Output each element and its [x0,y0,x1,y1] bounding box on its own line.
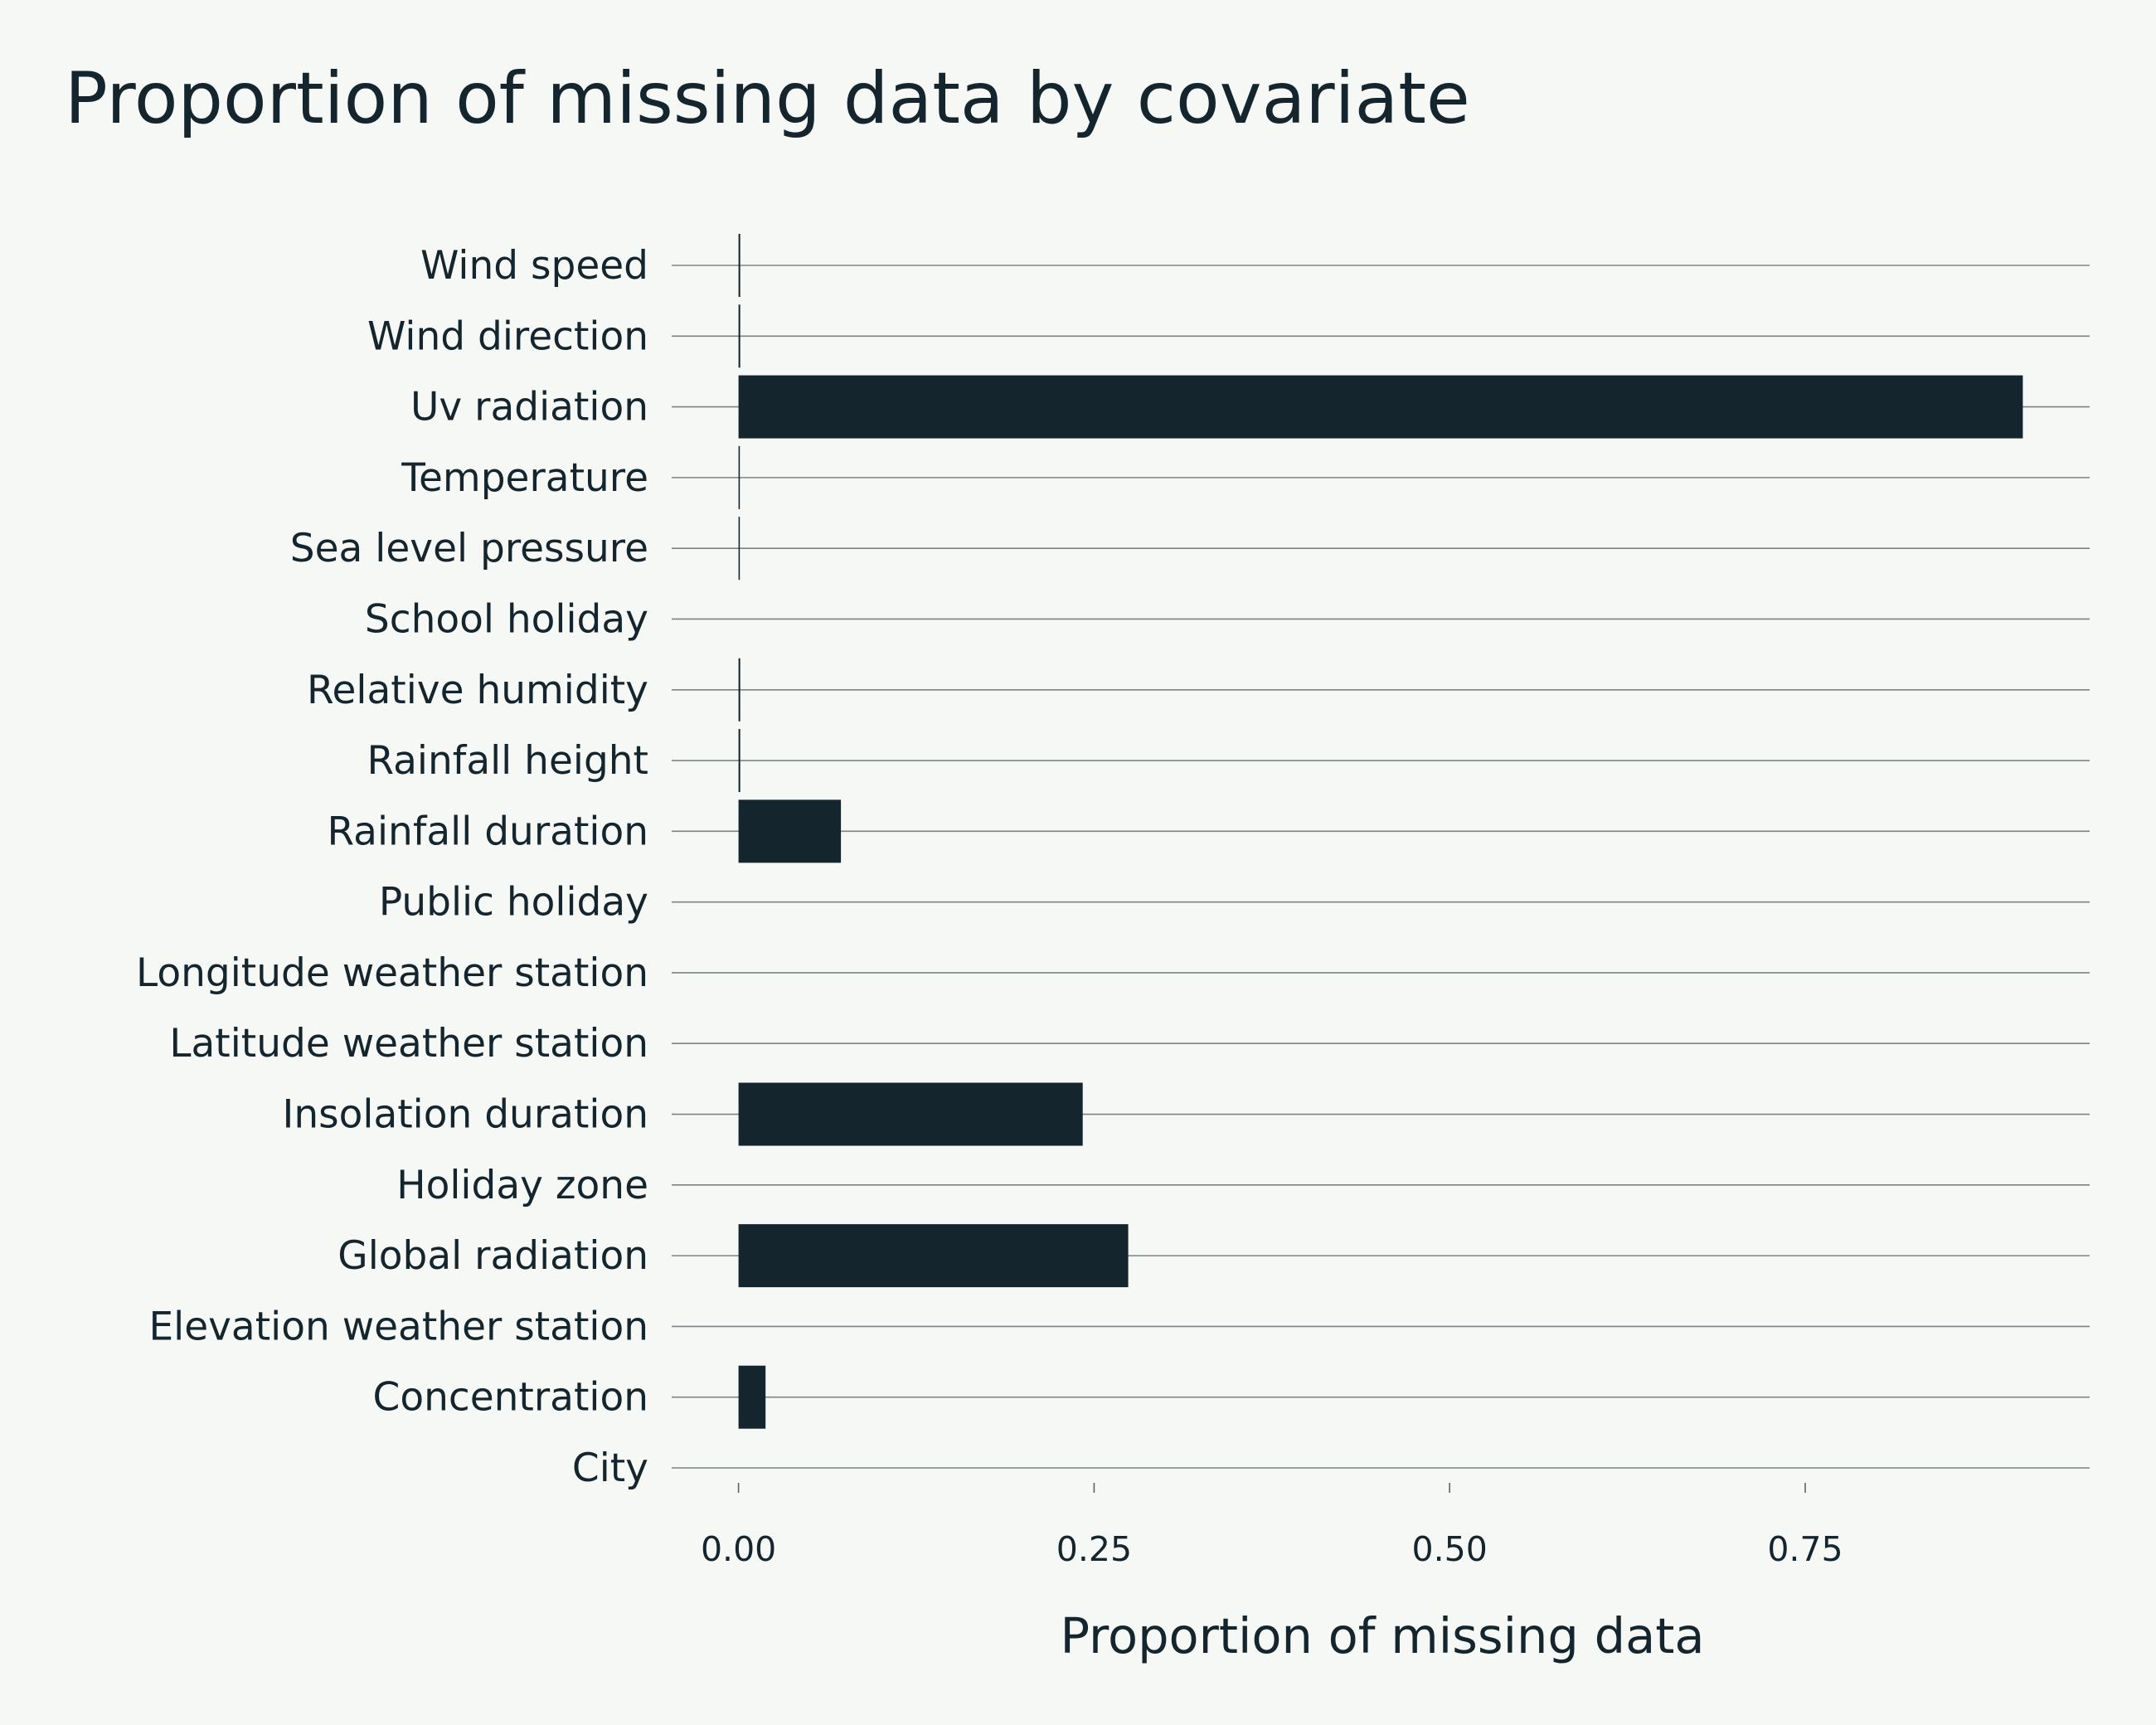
category-label: Concentration [373,1375,649,1421]
category-label: Wind direction [367,313,648,359]
category-label: Elevation weather station [148,1304,648,1349]
x-tick-label: 0.50 [1412,1529,1488,1569]
bar [738,234,741,297]
category-label: Wind speed [420,243,648,289]
category-label: Sea level pressure [290,526,648,571]
bar [738,1082,1083,1146]
category-label: Longitude weather station [136,950,648,996]
bars [738,234,2023,1429]
category-label: Public holiday [379,880,648,926]
bar [738,304,741,368]
category-labels: Wind speed Wind direction Uv radiation Temp… [136,243,648,1491]
x-tick-label: 0.75 [1767,1529,1843,1569]
bar [738,375,2023,439]
bar [738,445,741,509]
x-tick-label: 0.25 [1056,1529,1132,1569]
bar [738,729,741,793]
category-label: Global radiation [337,1233,648,1279]
gridlines [672,265,2090,1469]
category-label: Holiday zone [396,1163,648,1208]
bar [738,1224,1129,1288]
category-label: Latitude weather station [169,1021,648,1067]
category-label: School holiday [365,596,648,642]
category-label: City [572,1446,648,1491]
x-tick-label: 0.00 [701,1529,776,1569]
bar [738,1365,766,1429]
bar [738,799,842,863]
category-label: Insolation duration [283,1092,649,1138]
chart-title: Proportion of missing data by covariate [65,57,1470,140]
category-label: Temperature [401,455,648,501]
bar [738,658,741,722]
category-label: Rainfall duration [328,809,648,854]
x-axis-title: Proportion of missing data [1060,1607,1704,1664]
category-label: Relative humidity [307,668,648,713]
category-label: Uv radiation [410,385,648,430]
bar [738,517,741,581]
category-label: Rainfall height [367,738,649,784]
x-axis-ticks: 0.00 0.25 0.50 0.75 [701,1483,1843,1569]
